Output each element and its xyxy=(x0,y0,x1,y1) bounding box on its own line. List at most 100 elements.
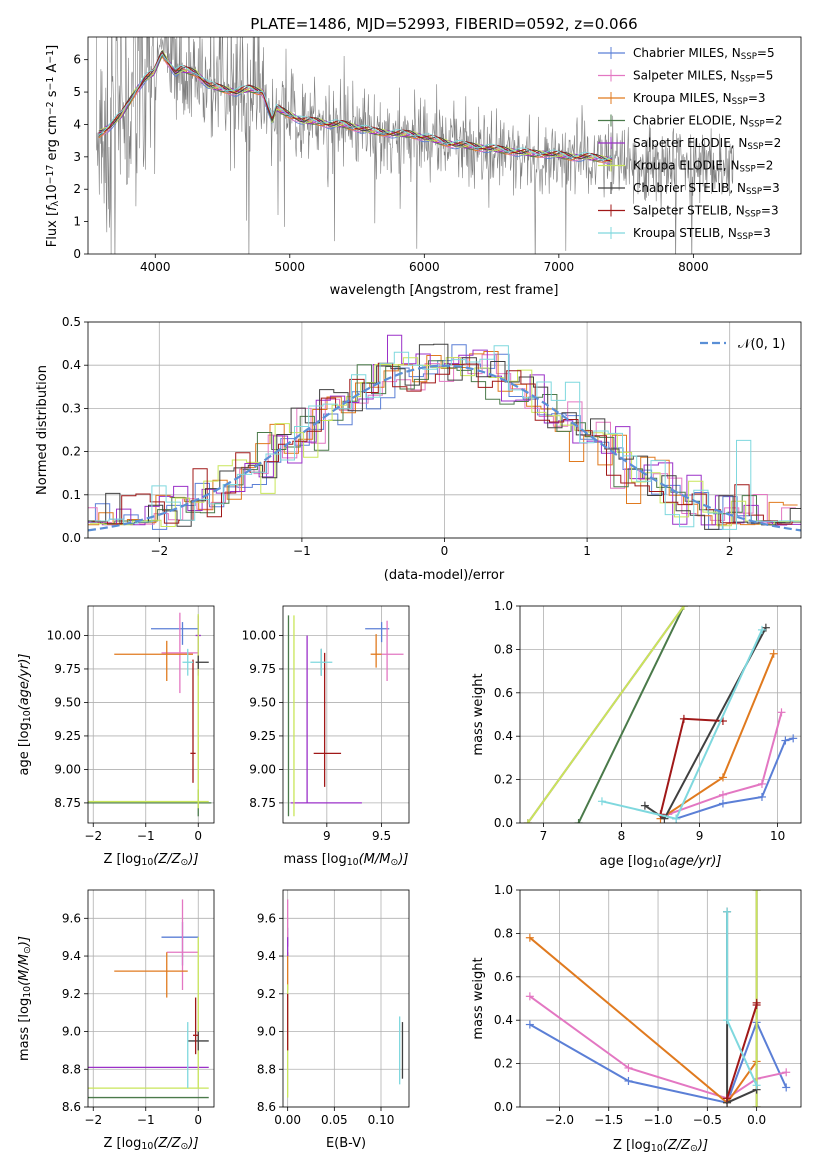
x-tick-label: 9 xyxy=(323,829,331,843)
errorbar-kroupa-stelib xyxy=(182,648,193,676)
y-tick-label: 0.4 xyxy=(62,358,81,372)
errorbar-salpeter-elodie xyxy=(290,635,362,804)
y-tick-label: 1.0 xyxy=(494,883,513,897)
axes-mass_weight_vs_age: 7 8 9 10 0.0 0.2 0.4 0.6 0.8 1.0 age [log10(age/yr… xyxy=(471,599,802,870)
x-tick-label: 10 xyxy=(770,829,785,843)
y-tick-label: 9.50 xyxy=(54,695,81,709)
y-tick-label: 3 xyxy=(73,150,81,164)
x-tick-label: 5000 xyxy=(275,260,306,274)
y-tick-label: 1.0 xyxy=(494,599,513,613)
y-tick-label: 0.0 xyxy=(494,1100,513,1114)
y-axis-label: age [log10(age/yr)] xyxy=(17,654,33,776)
axes-age_vs_mass: 9 9.5 8.75 9.00 9.25 9.50 9.75 10.00 mass [log10… xyxy=(242,605,410,868)
x-tick-label: 0 xyxy=(441,544,449,558)
chart-title: PLATE=1486, MJD=52993, FIBERID=0592, z=0… xyxy=(250,15,637,33)
y-tick-label: 9.00 xyxy=(54,762,81,776)
y-tick-label: 9.75 xyxy=(54,662,81,676)
legend-label: Salpeter STELIB, NSSP=3 xyxy=(633,204,779,220)
x-tick-label: 0.10 xyxy=(368,1113,395,1127)
x-tick-label: −1 xyxy=(137,1113,155,1127)
legend-label: Kroupa ELODIE, NSSP=2 xyxy=(633,159,773,175)
y-tick-label: 8.75 xyxy=(54,796,81,810)
normal-curve xyxy=(88,364,801,532)
y-tick-label: 0.6 xyxy=(494,970,513,984)
legend-label: Salpeter MILES, NSSP=5 xyxy=(633,69,773,85)
y-tick-label: 9.4 xyxy=(257,949,276,963)
x-tick-label: 8 xyxy=(618,829,626,843)
axes-mass_vs_Z: −2 −1 0 8.6 8.8 9.0 9.2 9.4 9.6 Z [log10(Z/Z⊙)] ma… xyxy=(17,889,215,1152)
y-tick-label: 9.75 xyxy=(249,662,276,676)
axes-frame xyxy=(282,889,410,1108)
y-tick-label: 9.4 xyxy=(62,949,81,963)
x-tick-label: −1.5 xyxy=(594,1113,623,1127)
y-axis-label: Flux [fλ10−17 erg cm−2 s−1 A−1] xyxy=(45,45,61,247)
y-tick-label: 9.0 xyxy=(62,1025,81,1039)
y-axis-label: Normed distribution xyxy=(35,365,50,495)
axes-frame xyxy=(519,605,802,824)
errorbar-salpeter-stelib xyxy=(313,652,342,787)
x-tick-label: 8000 xyxy=(678,260,709,274)
y-tick-label: 10.00 xyxy=(242,628,276,642)
x-tick-label: 0.0 xyxy=(747,1113,766,1127)
y-tick-label: 9.00 xyxy=(249,762,276,776)
y-tick-label: 0.3 xyxy=(62,401,81,415)
axes-mass_weight_vs_Z: −2.0 −1.5 −1.0 −0.5 0.0 0.0 0.2 0.4 0.6 0.8 1.0 Z [… xyxy=(471,883,802,1154)
axes-frame xyxy=(87,605,215,824)
errorbar-chabrier-elodie xyxy=(88,789,212,817)
y-tick-label: 6 xyxy=(73,53,81,67)
y-tick-label: 9.50 xyxy=(249,695,276,709)
residual-hist-chabrier-stelib xyxy=(91,343,801,530)
axes-mass_vs_ebv: 0.00 0.05 0.10 8.6 8.8 9.0 9.2 9.4 9.6 E(B-V) xyxy=(257,889,410,1151)
y-tick-label: 10.00 xyxy=(47,628,81,642)
x-axis-label: mass [log10(M/M⊙)] xyxy=(284,852,409,868)
series-salpeter-stelib xyxy=(723,998,761,1103)
y-tick-label: 8.6 xyxy=(62,1100,81,1114)
errorbar-salpeter-stelib xyxy=(193,997,199,1055)
errorbar-kroupa-miles xyxy=(114,640,193,682)
y-tick-label: 0.0 xyxy=(62,531,81,545)
plot-area-mass_weight_vs_Z xyxy=(525,890,791,1107)
y-tick-label: 0.2 xyxy=(494,1057,513,1071)
axes-spectrum: 4000 5000 6000 7000 8000 0 1 2 3 4 5 6 PLATE=1486, M… xyxy=(45,15,802,298)
axes-residuals: −2 −1 0 1 2 0.0 0.1 0.2 0.3 0.4 0.5 (data-model)/er… xyxy=(35,315,802,583)
plot-area-mass_weight_vs_age xyxy=(523,606,798,823)
legend: Chabrier MILES, NSSP=5 Salpeter MILES, NS… xyxy=(598,46,782,242)
y-tick-label: 9.2 xyxy=(257,987,276,1001)
y-tick-label: 9.2 xyxy=(62,987,81,1001)
x-axis-label: (data-model)/error xyxy=(384,568,505,583)
residual-hist-kroupa-elodie xyxy=(89,357,801,527)
x-tick-label: −1.0 xyxy=(643,1113,672,1127)
x-tick-label: 0 xyxy=(194,1113,202,1127)
x-axis-label: wavelength [Angstrom, rest frame] xyxy=(330,283,559,298)
y-tick-label: 9.6 xyxy=(62,911,81,925)
plot-area-spectrum xyxy=(96,37,734,254)
y-tick-label: 9.0 xyxy=(257,1025,276,1039)
observed-spectrum xyxy=(96,37,734,254)
x-tick-label: −2.0 xyxy=(545,1113,574,1127)
x-tick-label: −2 xyxy=(84,1113,102,1127)
y-tick-label: 8.6 xyxy=(257,1100,276,1114)
x-tick-label: 9 xyxy=(696,829,704,843)
errorbar-chabrier-miles xyxy=(151,622,199,645)
errorbar-kroupa-stelib xyxy=(310,648,333,676)
series-kroupa-elodie xyxy=(523,606,688,823)
plot-area-residuals xyxy=(88,334,801,532)
series-kroupa-elodie xyxy=(752,890,761,1107)
y-tick-label: 0.8 xyxy=(494,926,513,940)
legend-label: 𝒩(0, 1) xyxy=(738,337,785,352)
series-chabrier-elodie xyxy=(574,606,688,823)
errorbar-chabrier-miles xyxy=(365,622,390,643)
residual-hist-kroupa-stelib xyxy=(94,345,801,530)
x-tick-label: −2 xyxy=(84,829,102,843)
y-tick-label: 0.0 xyxy=(494,816,513,830)
errorbar-kroupa-elodie xyxy=(88,614,209,809)
y-tick-label: 0.5 xyxy=(62,315,81,329)
y-tick-label: 0 xyxy=(73,247,81,261)
y-tick-label: 0.2 xyxy=(494,773,513,787)
y-tick-label: 0.2 xyxy=(62,445,81,459)
errorbar-salpeter-miles xyxy=(161,612,199,694)
model-spectrum-salpeter-elodie xyxy=(98,51,613,161)
plot-area-age_vs_mass xyxy=(287,615,404,817)
y-tick-label: 2 xyxy=(73,182,81,196)
